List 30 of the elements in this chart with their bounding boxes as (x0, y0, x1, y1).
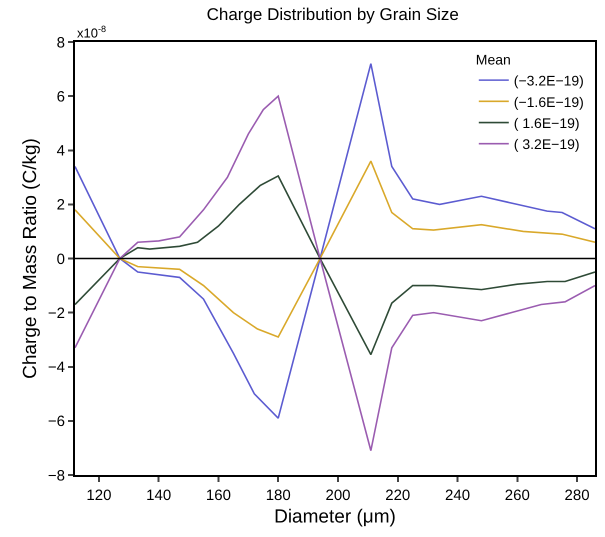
x-tick-label: 120 (86, 487, 112, 504)
x-tick-label: 140 (146, 487, 172, 504)
x-tick-label: 220 (385, 487, 410, 504)
legend-label: ( 1.6E−19) (514, 114, 580, 131)
y-tick-label: 6 (56, 88, 65, 106)
y-tick-label: −4 (48, 359, 65, 376)
line-series (75, 95, 595, 452)
line-series (75, 160, 595, 338)
legend-label: ( 3.2E−19) (514, 136, 580, 152)
x-tick-label: 260 (504, 487, 530, 504)
legend-label: (−1.6E−19) (514, 94, 584, 110)
x-tick-label: 240 (445, 487, 470, 504)
y-tick-label: 4 (56, 142, 65, 160)
y-tick-label: 0 (56, 250, 65, 268)
x-tick-label: 160 (206, 487, 231, 504)
y-tick-label: −8 (48, 467, 65, 484)
y-axis-title: Charge to Mass Ratio (C/kg) (20, 138, 42, 379)
x-tick-label: 200 (325, 487, 351, 504)
x-tick-label: 180 (266, 487, 291, 504)
text: x10$^{-8}$ (77, 24, 106, 40)
y-tick-label: −2 (48, 304, 65, 322)
y-tick-label: 2 (56, 196, 65, 214)
chart-title: Charge Distribution by Grain Size (206, 4, 459, 24)
line-series (75, 175, 595, 356)
y-tick-label: 8 (56, 34, 65, 52)
x-axis-title: Diameter (μm) (274, 506, 396, 528)
x-tick-label: 280 (564, 487, 590, 504)
legend-title: Mean (476, 52, 511, 68)
y-tick-label: −6 (48, 413, 65, 430)
legend-label: (−3.2E−19) (514, 72, 584, 89)
